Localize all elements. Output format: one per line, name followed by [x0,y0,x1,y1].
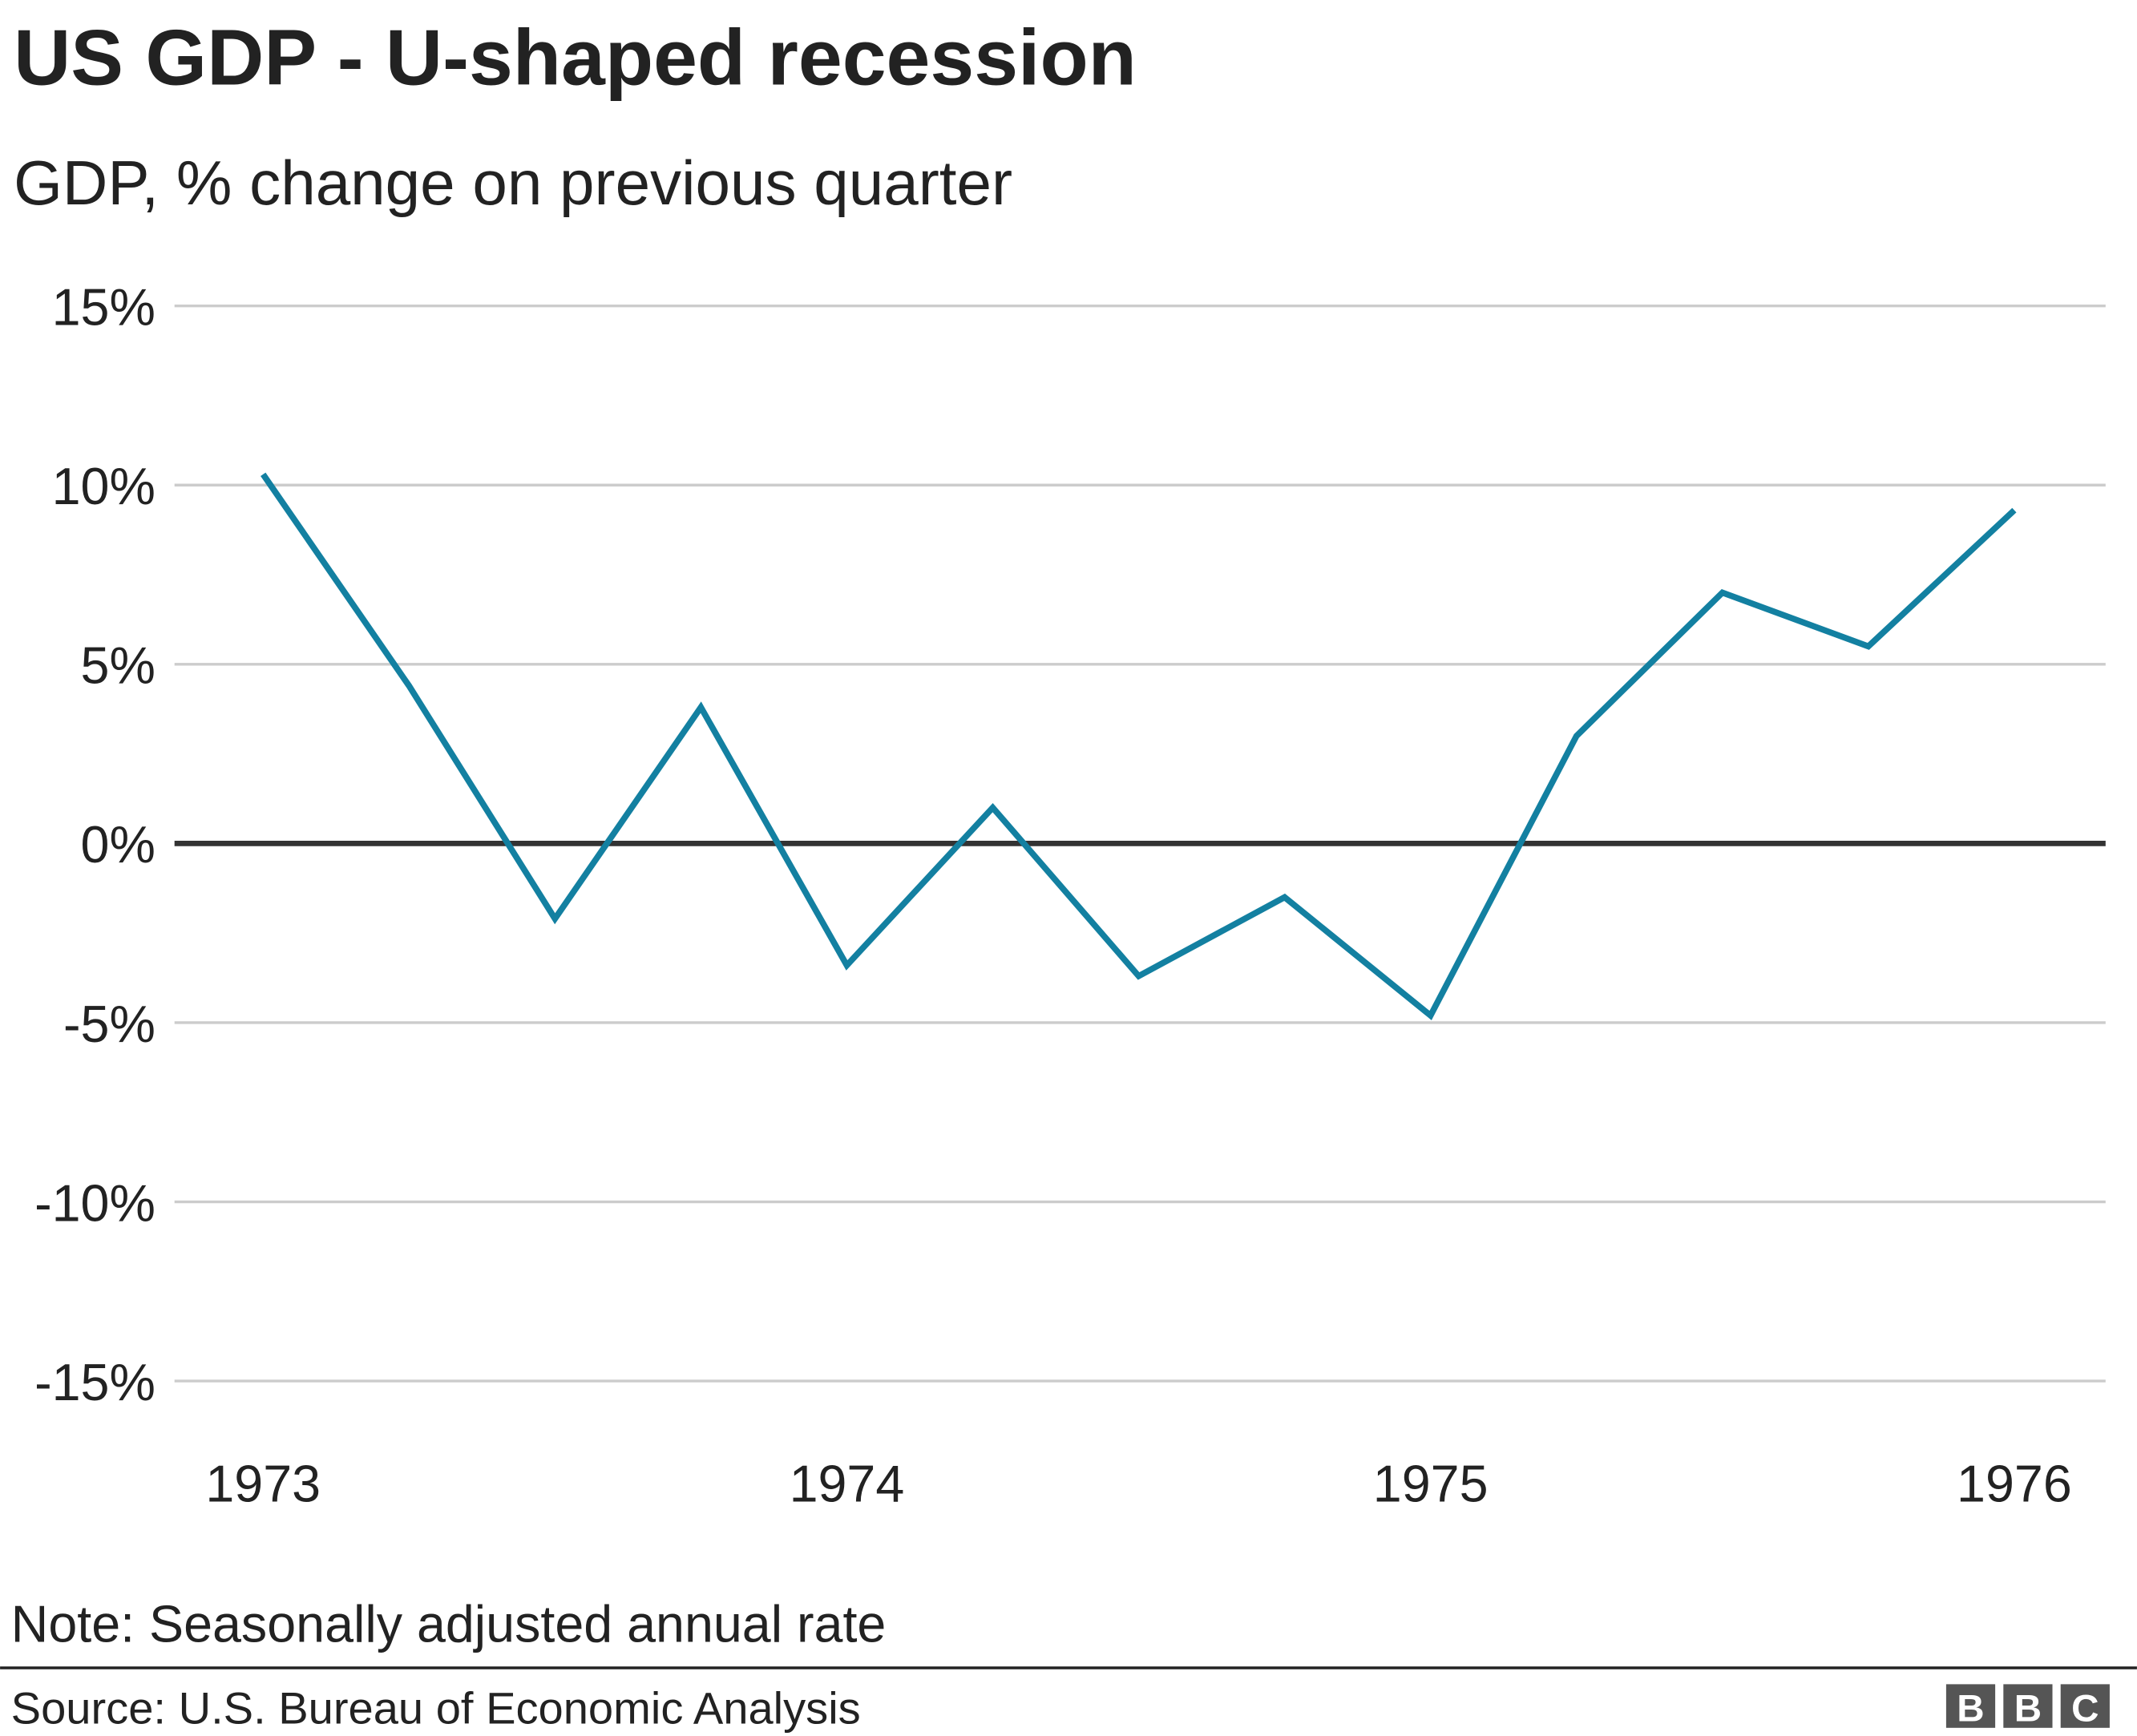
y-tick-label: 10% [52,458,156,515]
y-tick-label: -10% [34,1174,156,1232]
x-tick-label: 1975 [1373,1455,1489,1513]
chart-note: Note: Seasonally adjusted annual rate [11,1596,887,1653]
chart-title: US GDP - U-shaped recession [14,13,1137,101]
y-axis: 15% 10% 5% 0% -5% -10% -15% [34,278,156,1411]
x-axis: 1973 1974 1975 1976 [205,1455,2071,1513]
x-tick-label: 1976 [1957,1455,2072,1513]
y-tick-label: -5% [63,995,156,1053]
grid [174,304,2106,1383]
y-tick-label: 15% [52,278,156,336]
svg-text:B: B [2014,1687,2042,1730]
x-tick-label: 1973 [205,1455,321,1513]
svg-text:C: C [2071,1687,2099,1730]
chart-subtitle: GDP, % change on previous quarter [14,147,1012,218]
chart-source: Source: U.S. Bureau of Economic Analysis [11,1683,861,1734]
y-tick-label: 0% [81,816,156,874]
bbc-logo: B B C [1945,1684,2110,1730]
x-tick-label: 1974 [790,1455,905,1513]
gdp-series-line [261,472,2017,1020]
y-tick-label: -15% [34,1354,156,1411]
svg-text:B: B [1957,1687,1984,1730]
y-tick-label: 5% [81,637,156,695]
